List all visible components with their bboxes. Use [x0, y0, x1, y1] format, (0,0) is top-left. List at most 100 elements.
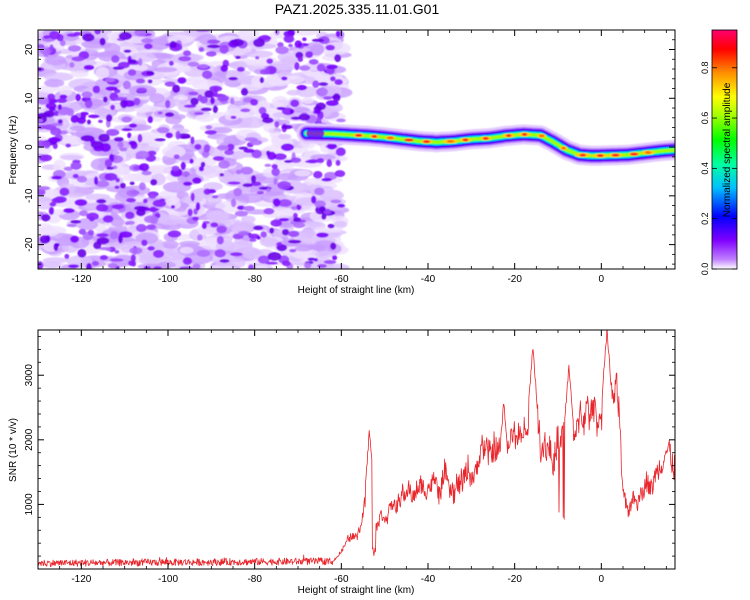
snr-axes: -120 -100 -80 -60 -40 -20 0 1000 2000 3000	[24, 330, 675, 585]
noise-blob	[99, 37, 106, 46]
noise-blob	[95, 203, 109, 212]
noise-blob	[217, 95, 230, 102]
ridge-hotspot-core	[644, 151, 652, 154]
noise-blob	[294, 62, 300, 71]
noise-blob	[64, 253, 70, 260]
noise-blob	[164, 112, 175, 117]
noise-blob	[266, 187, 271, 192]
ridge-hotspot-core	[611, 153, 620, 157]
noise-blob	[216, 145, 230, 151]
noise-blob	[182, 257, 193, 265]
ridge-hotspot-core	[538, 134, 545, 138]
noise-blob	[198, 166, 205, 172]
noise-blob	[314, 187, 325, 196]
noise-blob	[336, 118, 346, 123]
noise-blob	[294, 245, 313, 252]
noise-blob	[54, 110, 59, 117]
noise-blob	[177, 77, 187, 84]
noise-blob	[138, 182, 146, 191]
noise-blob	[119, 147, 128, 152]
ridge-hotspot-core	[462, 138, 469, 142]
noise-blob	[310, 154, 336, 161]
noise-blob	[133, 97, 141, 106]
noise-blob	[276, 172, 298, 181]
noise-blob	[73, 31, 81, 37]
colorbar-tick-label: 0.0	[700, 263, 710, 276]
colorbar: 0.0 0.2 0.4 0.6 0.8 Normalized spectral ampl…	[700, 29, 738, 276]
noise-blob	[305, 159, 319, 164]
noise-blob	[197, 234, 203, 241]
noise-blob	[187, 208, 193, 217]
x-tick-label: -20	[507, 274, 522, 285]
y-tick-label: 1000	[24, 493, 35, 516]
noise-blob	[277, 75, 305, 84]
noise-blob	[129, 247, 143, 255]
noise-blob	[326, 64, 338, 70]
noise-blob	[308, 59, 319, 65]
noise-blob	[294, 40, 302, 49]
noise-blob	[299, 229, 317, 238]
spectrogram-ylabel: Frequency (Hz)	[8, 116, 19, 185]
x-tick-label: -100	[158, 274, 178, 285]
ridge-hotspot-core	[423, 140, 431, 144]
spectrogram-xlabel: Height of straight line (km)	[298, 285, 415, 296]
ridge-hotspot-core	[404, 138, 414, 142]
noise-blob	[48, 206, 55, 215]
noise-blob	[114, 249, 120, 254]
noise-blob	[41, 214, 51, 222]
noise-blob	[296, 204, 301, 209]
noise-blob	[114, 185, 120, 190]
noise-blob	[69, 125, 86, 132]
noise-blob	[234, 210, 248, 217]
noise-blob	[272, 60, 301, 71]
noise-blob	[277, 42, 284, 48]
noise-blob	[51, 175, 63, 180]
noise-blob	[70, 161, 82, 170]
noise-blob	[90, 138, 96, 145]
noise-blob	[250, 175, 257, 184]
noise-blob	[315, 226, 344, 233]
noise-blob	[146, 224, 157, 230]
colorbar-tick-label: 0.2	[700, 212, 710, 225]
noise-blob	[142, 198, 148, 204]
x-tick-label: -80	[247, 274, 262, 285]
noise-blob	[267, 151, 277, 161]
noise-blob	[83, 64, 95, 71]
noise-blob	[195, 114, 215, 123]
noise-blob	[231, 38, 244, 47]
noise-blob	[38, 186, 51, 191]
noise-blob	[178, 240, 201, 247]
noise-blob	[302, 37, 307, 42]
noise-blob	[178, 56, 192, 62]
noise-blob	[280, 143, 294, 152]
snr-xlabel: Height of straight line (km)	[298, 585, 415, 596]
noise-blob	[145, 166, 176, 175]
noise-blob	[260, 231, 267, 238]
noise-blob	[203, 182, 223, 191]
noise-blob	[147, 116, 154, 124]
noise-blob	[105, 114, 113, 122]
noise-blob	[38, 261, 44, 269]
noise-blob	[134, 205, 147, 211]
y-tick-label: -10	[24, 188, 35, 203]
noise-blob	[319, 189, 344, 202]
noise-blob	[127, 69, 137, 76]
noise-blob	[126, 189, 139, 197]
noise-blob	[276, 242, 283, 247]
noise-blob	[274, 30, 280, 36]
noise-blob	[244, 50, 274, 58]
noise-blob	[316, 87, 328, 97]
noise-blob	[71, 56, 85, 62]
noise-blob	[152, 249, 165, 258]
noise-blob	[250, 98, 259, 106]
noise-blob	[316, 63, 326, 72]
noise-blob	[49, 30, 61, 40]
noise-blob	[193, 111, 204, 116]
noise-blob	[313, 258, 318, 262]
noise-blob	[218, 160, 230, 169]
colorbar-tick-label: 0.6	[700, 112, 710, 125]
noise-blob	[82, 33, 95, 42]
noise-blob	[123, 241, 146, 247]
noise-blob	[121, 128, 133, 132]
noise-blob	[219, 259, 230, 263]
